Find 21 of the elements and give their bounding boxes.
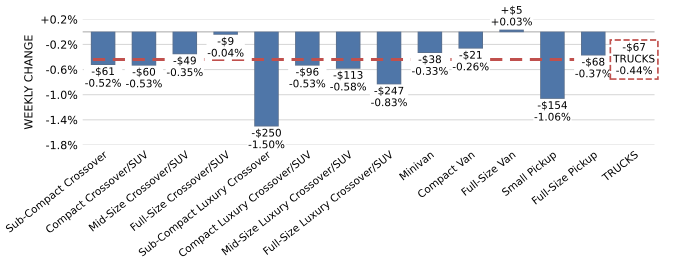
y-tick-label: -0.6% bbox=[46, 66, 78, 74]
data-label: -$61 -0.52% bbox=[85, 67, 121, 87]
data-label: -$21 -0.26% bbox=[452, 50, 489, 70]
ref-line-label: -$67 TRUCKS -0.44% bbox=[613, 42, 655, 74]
y-tick-label: +0.2% bbox=[41, 15, 78, 24]
data-label: +$5 +0.03% bbox=[492, 6, 532, 26]
data-label: -$38 -0.33% bbox=[412, 55, 448, 75]
data-label: -$9 -0.04% bbox=[208, 36, 244, 57]
data-label: -$96 -0.53% bbox=[289, 68, 326, 88]
y-tick-label: -0.2% bbox=[46, 40, 78, 49]
y-axis-title: WEEKLY CHANGE bbox=[24, 35, 33, 130]
data-label: -$60 -0.53% bbox=[126, 68, 162, 88]
data-label: -$49 -0.35% bbox=[166, 56, 203, 76]
data-label: -$154 -1.06% bbox=[534, 100, 570, 121]
y-tick-label: -1.0% bbox=[46, 90, 78, 100]
y-tick-label: -1.8% bbox=[46, 140, 78, 150]
data-label: -$247 -0.83% bbox=[371, 86, 407, 106]
data-label: -$68 -0.37% bbox=[575, 58, 612, 78]
y-tick-label: -1.4% bbox=[46, 116, 78, 124]
data-label: -$250 -1.50% bbox=[248, 128, 284, 148]
data-label: -$113 -0.58% bbox=[330, 70, 366, 91]
